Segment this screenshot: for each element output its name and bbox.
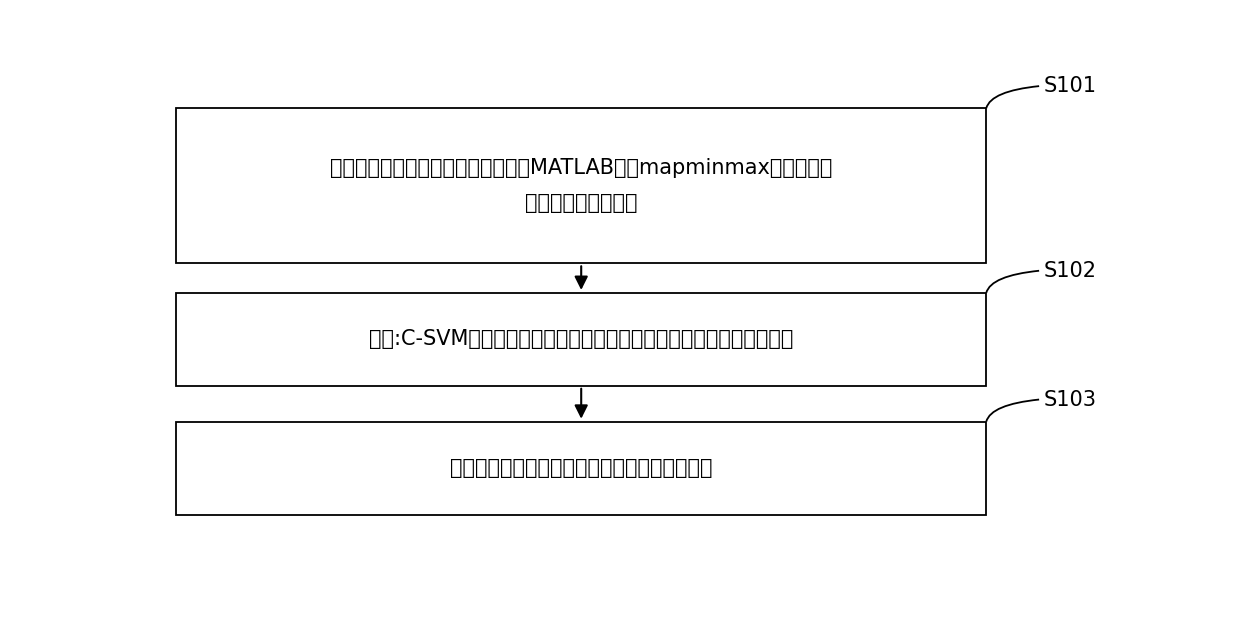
- Text: 本数据的归一化处理: 本数据的归一化处理: [525, 193, 637, 214]
- Text: 利用测试样本对建立的预测模型进行预测与检验: 利用测试样本对建立的预测模型进行预测与检验: [450, 458, 713, 478]
- Bar: [176, 422, 986, 515]
- Bar: [176, 108, 986, 263]
- Text: 采用:C-SVM分类技术，模型构建及参数寻优（训练集样本的训练过程）: 采用:C-SVM分类技术，模型构建及参数寻优（训练集样本的训练过程）: [370, 329, 794, 349]
- Text: S101: S101: [1044, 76, 1097, 96]
- Text: 样本集合的确定及数据预处理；采用MATLAB中的mapminmax函数完成样: 样本集合的确定及数据预处理；采用MATLAB中的mapminmax函数完成样: [330, 158, 832, 178]
- Text: S102: S102: [1044, 261, 1097, 280]
- Bar: [176, 293, 986, 386]
- Text: S103: S103: [1044, 389, 1097, 410]
